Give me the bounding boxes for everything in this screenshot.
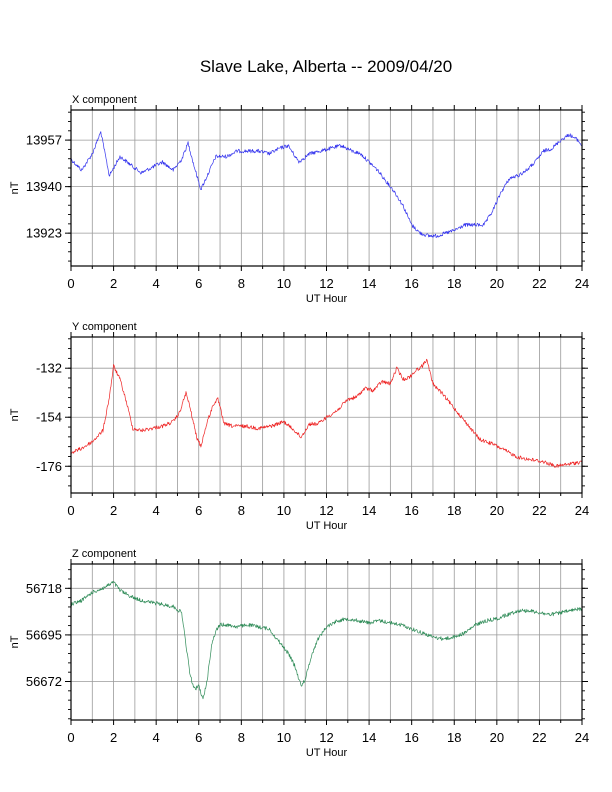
panel-title: X component [72, 94, 137, 106]
y-axis-label: nT [9, 408, 21, 421]
x-tick-label: 22 [532, 503, 546, 518]
x-tick-label: 24 [575, 503, 589, 518]
x-tick-label: 2 [110, 503, 117, 518]
x-tick-label: 10 [277, 503, 291, 518]
x-tick-label: 6 [195, 276, 202, 291]
x-tick-label: 16 [404, 276, 418, 291]
x-tick-label: 8 [238, 276, 245, 291]
panel-title: Y component [72, 321, 137, 333]
x-tick-label: 6 [195, 503, 202, 518]
y-tick-label: -154 [36, 410, 62, 425]
y-tick-label: 13940 [26, 179, 62, 194]
x-tick-label: 4 [153, 503, 160, 518]
x-tick-label: 0 [67, 276, 74, 291]
x-tick-label: 6 [195, 730, 202, 745]
x-tick-label: 16 [404, 503, 418, 518]
x-tick-label: 20 [490, 276, 504, 291]
y-axis-label: nT [9, 181, 21, 194]
x-tick-label: 14 [362, 276, 376, 291]
x-tick-label: 0 [67, 730, 74, 745]
x-tick-label: 20 [490, 730, 504, 745]
y-tick-label: -132 [36, 361, 62, 376]
y-axis-label: nT [9, 635, 21, 648]
x-tick-label: 14 [362, 503, 376, 518]
y-tick-label: 13923 [26, 226, 62, 241]
x-tick-label: 0 [67, 503, 74, 518]
x-tick-label: 4 [153, 276, 160, 291]
x-tick-label: 18 [447, 276, 461, 291]
x-tick-label: 2 [110, 276, 117, 291]
x-tick-label: 2 [110, 730, 117, 745]
x-tick-label: 10 [277, 276, 291, 291]
x-tick-label: 20 [490, 503, 504, 518]
x-axis-label: UT Hour [306, 520, 348, 532]
series-line [70, 131, 583, 238]
series-line [70, 358, 583, 468]
x-tick-label: 14 [362, 730, 376, 745]
x-tick-label: 12 [319, 276, 333, 291]
series-line [70, 580, 583, 700]
page-title: Slave Lake, Alberta -- 2009/04/20 [199, 57, 453, 76]
x-tick-label: 4 [153, 730, 160, 745]
x-tick-label: 12 [319, 730, 333, 745]
y-tick-label: -176 [36, 459, 62, 474]
x-tick-label: 22 [532, 730, 546, 745]
x-axis-label: UT Hour [306, 747, 348, 759]
x-tick-label: 24 [575, 276, 589, 291]
x-tick-label: 22 [532, 276, 546, 291]
x-tick-label: 18 [447, 730, 461, 745]
x-tick-label: 12 [319, 503, 333, 518]
y-tick-label: 56718 [26, 581, 62, 596]
y-tick-label: 56672 [26, 674, 62, 689]
x-tick-label: 10 [277, 730, 291, 745]
x-tick-label: 24 [575, 730, 589, 745]
x-axis-label: UT Hour [306, 293, 348, 305]
y-tick-label: 13957 [26, 133, 62, 148]
y-tick-label: 56695 [26, 627, 62, 642]
x-tick-label: 8 [238, 730, 245, 745]
panel-title: Z component [72, 548, 136, 560]
x-tick-label: 16 [404, 730, 418, 745]
x-tick-label: 8 [238, 503, 245, 518]
x-tick-label: 18 [447, 503, 461, 518]
